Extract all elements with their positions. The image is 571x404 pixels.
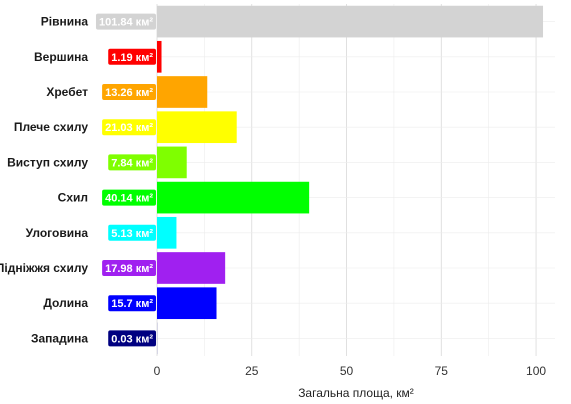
value-badge-bg xyxy=(102,84,156,100)
value-badge: 101.84 км² xyxy=(95,13,156,30)
value-label: 13.26 км² xyxy=(105,87,153,99)
value-badge-bg xyxy=(108,48,156,65)
value-label: 21.03 км² xyxy=(105,122,153,134)
category-label: Плече схилу xyxy=(14,120,88,134)
value-badge: 13.26 км² xyxy=(102,84,156,100)
category-label: Схил xyxy=(58,191,88,205)
bar xyxy=(157,76,208,108)
value-badge-bg xyxy=(95,13,156,30)
value-badge: 7.84 км² xyxy=(108,154,156,171)
bar xyxy=(157,146,187,179)
bar xyxy=(157,252,226,284)
category-label: Вершина xyxy=(34,50,88,64)
bar xyxy=(157,287,217,320)
category-label: Долина xyxy=(43,296,88,310)
category-label: Рівнина xyxy=(41,15,89,29)
category-label: Улоговина xyxy=(26,226,89,240)
x-tick-label: 100 xyxy=(526,364,546,378)
x-axis-title: Загальна площа, км² xyxy=(298,386,414,400)
value-badge: 17.98 км² xyxy=(102,260,156,276)
value-badge: 5.13 км² xyxy=(108,224,156,241)
value-badge-bg xyxy=(108,330,156,347)
value-badge-bg xyxy=(108,154,156,171)
value-label: 1.19 км² xyxy=(111,52,153,64)
bar xyxy=(157,111,237,144)
x-tick-label: 25 xyxy=(245,364,259,378)
labels-layer: Рівнина 101.84 км² Вершина 1.19 км² Хребет 13… xyxy=(0,13,156,347)
bar xyxy=(157,216,177,249)
value-badge: 40.14 км² xyxy=(102,189,156,206)
value-label: 40.14 км² xyxy=(105,193,153,205)
value-label: 15.7 км² xyxy=(111,298,153,310)
bar xyxy=(157,5,544,38)
category-label: Западина xyxy=(31,331,88,345)
value-badge-bg xyxy=(102,260,156,276)
ticks-layer: 0 25 50 75 100 xyxy=(154,364,547,378)
grid-layer xyxy=(156,4,555,356)
value-label: 0.03 км² xyxy=(111,333,153,345)
x-tick-label: 0 xyxy=(154,364,161,378)
value-label: 5.13 км² xyxy=(111,228,153,240)
bars-layer xyxy=(157,5,544,355)
category-label: Виступ схилу xyxy=(7,155,88,169)
value-label: 101.84 км² xyxy=(99,17,153,29)
category-label: Хребет xyxy=(46,85,88,99)
value-badge-bg xyxy=(108,295,156,312)
x-tick-label: 50 xyxy=(340,364,354,378)
bar xyxy=(157,181,310,214)
value-badge: 21.03 км² xyxy=(102,119,156,136)
value-badge-bg xyxy=(102,119,156,136)
value-badge: 1.19 км² xyxy=(108,48,156,65)
value-badge-bg xyxy=(108,224,156,241)
value-badge: 0.03 км² xyxy=(108,330,156,347)
value-label: 7.84 км² xyxy=(111,157,153,169)
category-label: Підніжжя схилу xyxy=(0,261,88,275)
value-badge: 15.7 км² xyxy=(108,295,156,312)
bar xyxy=(157,40,162,73)
value-label: 17.98 км² xyxy=(105,263,153,275)
value-badge-bg xyxy=(102,189,156,206)
x-tick-label: 75 xyxy=(435,364,449,378)
